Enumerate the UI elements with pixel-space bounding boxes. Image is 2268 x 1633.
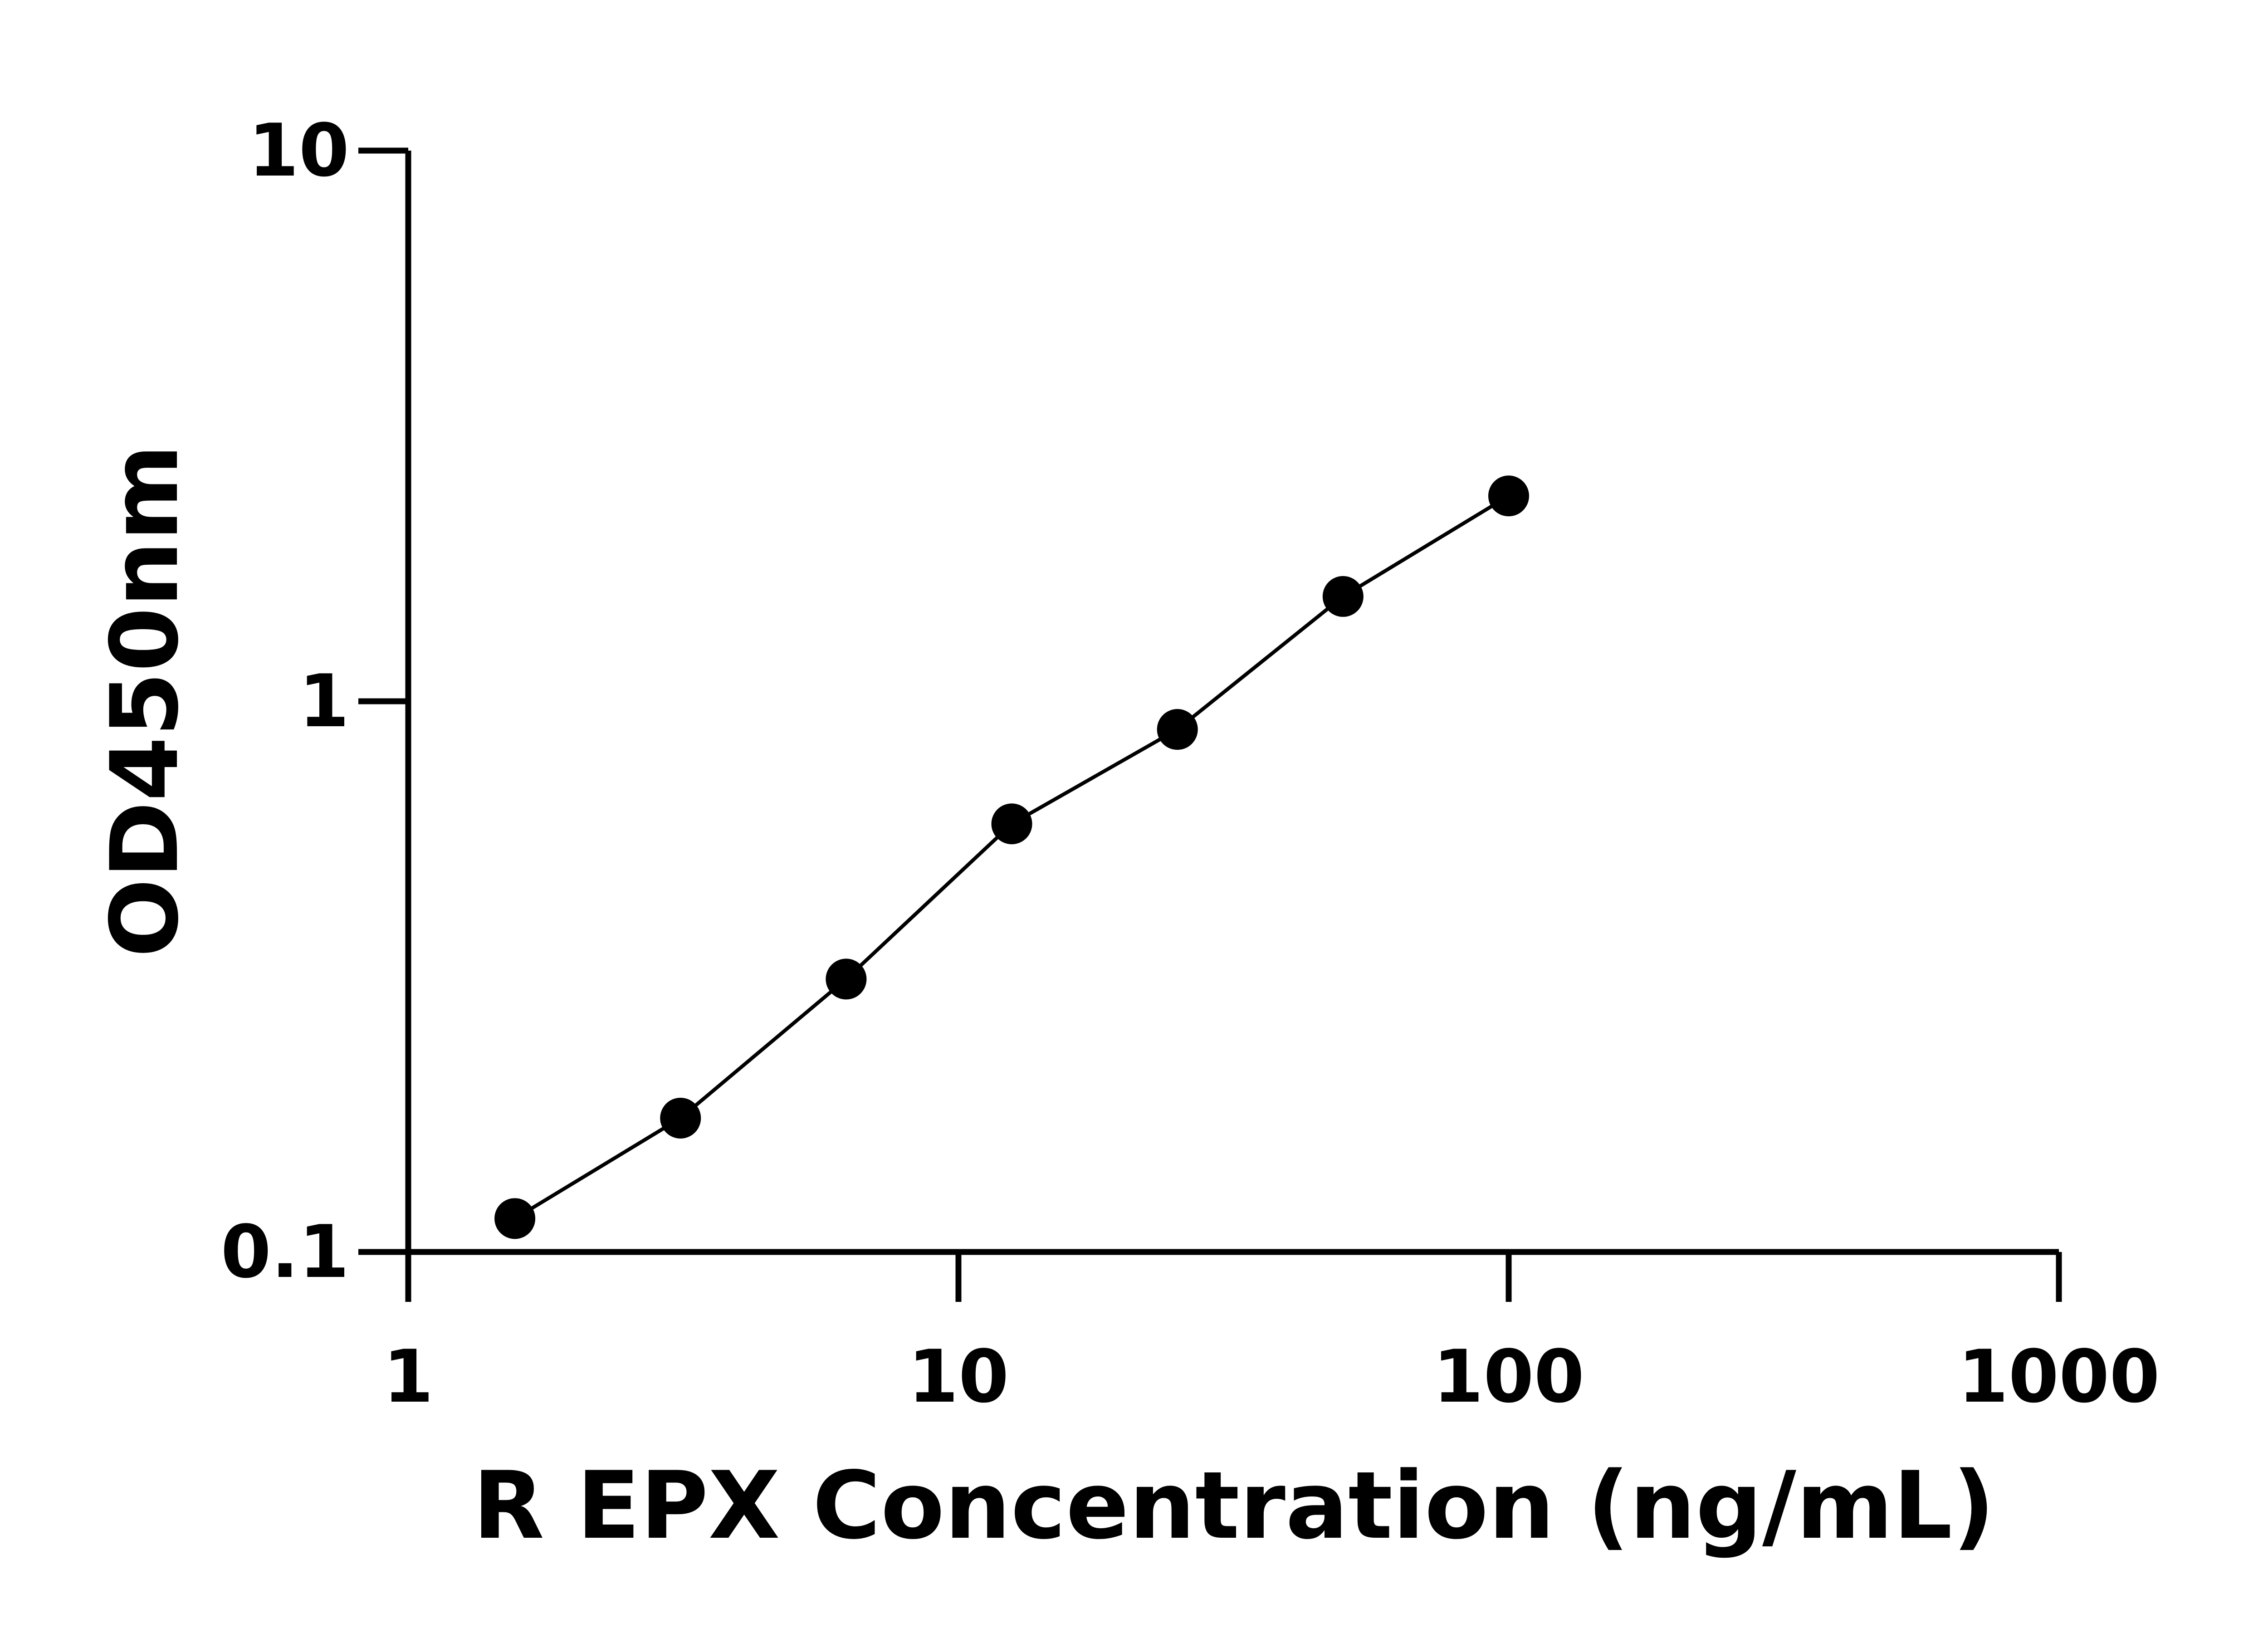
data-point (494, 1198, 536, 1239)
data-point (1322, 576, 1364, 617)
data-point (991, 803, 1032, 845)
y-tick-label: 1 (299, 659, 349, 743)
y-tick-label: 10 (248, 108, 349, 193)
data-marks (494, 475, 1529, 1239)
x-tick-label: 10 (908, 1334, 1009, 1419)
y-tick-label: 0.1 (221, 1209, 349, 1294)
y-axis-label: OD450nm (91, 444, 199, 958)
data-point (826, 958, 867, 1000)
x-tick-label: 1000 (1958, 1334, 2160, 1419)
data-point (1157, 709, 1198, 750)
axes: 1 10 100 1000 0.1 1 10 (221, 108, 2160, 1419)
x-tick-label: 100 (1433, 1334, 1584, 1419)
data-point (1488, 475, 1529, 517)
x-axis-label: R EPX Concentration (ng/mL) (473, 1452, 1995, 1560)
data-point (660, 1097, 701, 1139)
x-tick-label: 1 (383, 1334, 433, 1419)
